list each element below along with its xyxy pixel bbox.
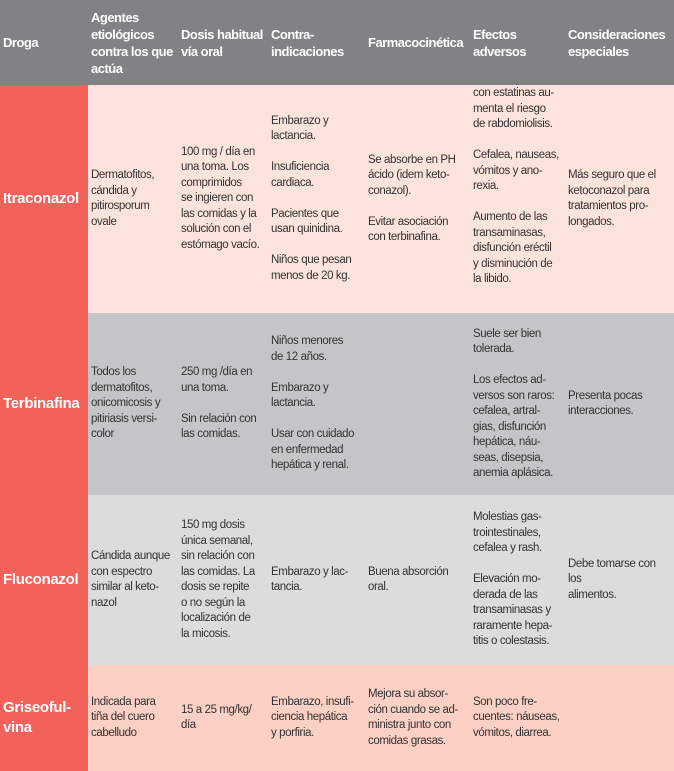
header-drug: Droga xyxy=(0,0,88,85)
dose-cell: 150 mg dosis única semanal, sin relación… xyxy=(178,495,268,665)
contra-cell: Embarazo y lac- tancia. xyxy=(268,495,365,665)
table-row: Griseoful- vina Indicada para tiña del c… xyxy=(0,665,674,771)
contra-cell: Embarazo, insufi- ciencia hepática y por… xyxy=(268,665,365,771)
adverse-cell: Suele ser bien tolerada. Los efectos ad-… xyxy=(470,313,565,495)
dose-cell: 250 mg /día en una toma. Sin relación co… xyxy=(178,313,268,495)
adverse-cell: Son poco fre- cuentes: náuseas, vómitos,… xyxy=(470,665,565,771)
adverse-cell: Molestias gas- trointestinales, cefalea … xyxy=(470,495,565,665)
pk-cell: Buena absorción oral. xyxy=(365,495,470,665)
notes-cell: Más seguro que el ketoconazol para trata… xyxy=(565,85,674,313)
table-row: Terbinafina Todos los dermatofitos, onic… xyxy=(0,313,674,495)
header-contraindications: Contra- indicaciones xyxy=(268,0,365,85)
pk-cell: Mejora su absor- ción cuando se ad- mini… xyxy=(365,665,470,771)
adverse-cell: con estatinas au- menta el riesgo de rab… xyxy=(470,85,565,313)
drug-name: Fluconazol xyxy=(0,495,88,665)
drug-name: Itraconazol xyxy=(0,85,88,313)
header-row: Droga Agentes etiológicos contra los que… xyxy=(0,0,674,85)
dose-cell: 100 mg / día en una toma. Los comprimido… xyxy=(178,85,268,313)
agents-cell: Dermatofitos, cándida y pitirosporum ova… xyxy=(88,85,178,313)
pk-cell xyxy=(365,313,470,495)
contra-cell: Embarazo y lactancia. Insuficiencia card… xyxy=(268,85,365,313)
agents-cell: Cándida aunque con espectro similar al k… xyxy=(88,495,178,665)
header-dose: Dosis habitual vía oral xyxy=(178,0,268,85)
table-row: Itraconazol Dermatofitos, cándida y piti… xyxy=(0,85,674,313)
agents-cell: Indicada para tiña del cuero cabelludo xyxy=(88,665,178,771)
pk-cell: Se absorbe en PH ácido (idem keto- conaz… xyxy=(365,85,470,313)
drug-name: Griseoful- vina xyxy=(0,665,88,771)
contra-cell: Niños menores de 12 años. Embarazo y lac… xyxy=(268,313,365,495)
drug-name: Terbinafina xyxy=(0,313,88,495)
header-pharmacokinetics: Farmacocinética xyxy=(365,0,470,85)
header-agents: Agentes etiológicos contra los que actúa xyxy=(88,0,178,85)
notes-cell: Presenta pocas interacciones. xyxy=(565,313,674,495)
dose-cell: 15 a 25 mg/kg/ día xyxy=(178,665,268,771)
header-special-considerations: Consideraciones especiales xyxy=(565,0,674,85)
table-row: Fluconazol Cándida aunque con espectro s… xyxy=(0,495,674,665)
agents-cell: Todos los dermatofitos, onicomicosis y p… xyxy=(88,313,178,495)
notes-cell: Debe tomarse con los alimentos. xyxy=(565,495,674,665)
notes-cell xyxy=(565,665,674,771)
header-adverse-effects: Efectos adversos xyxy=(470,0,565,85)
